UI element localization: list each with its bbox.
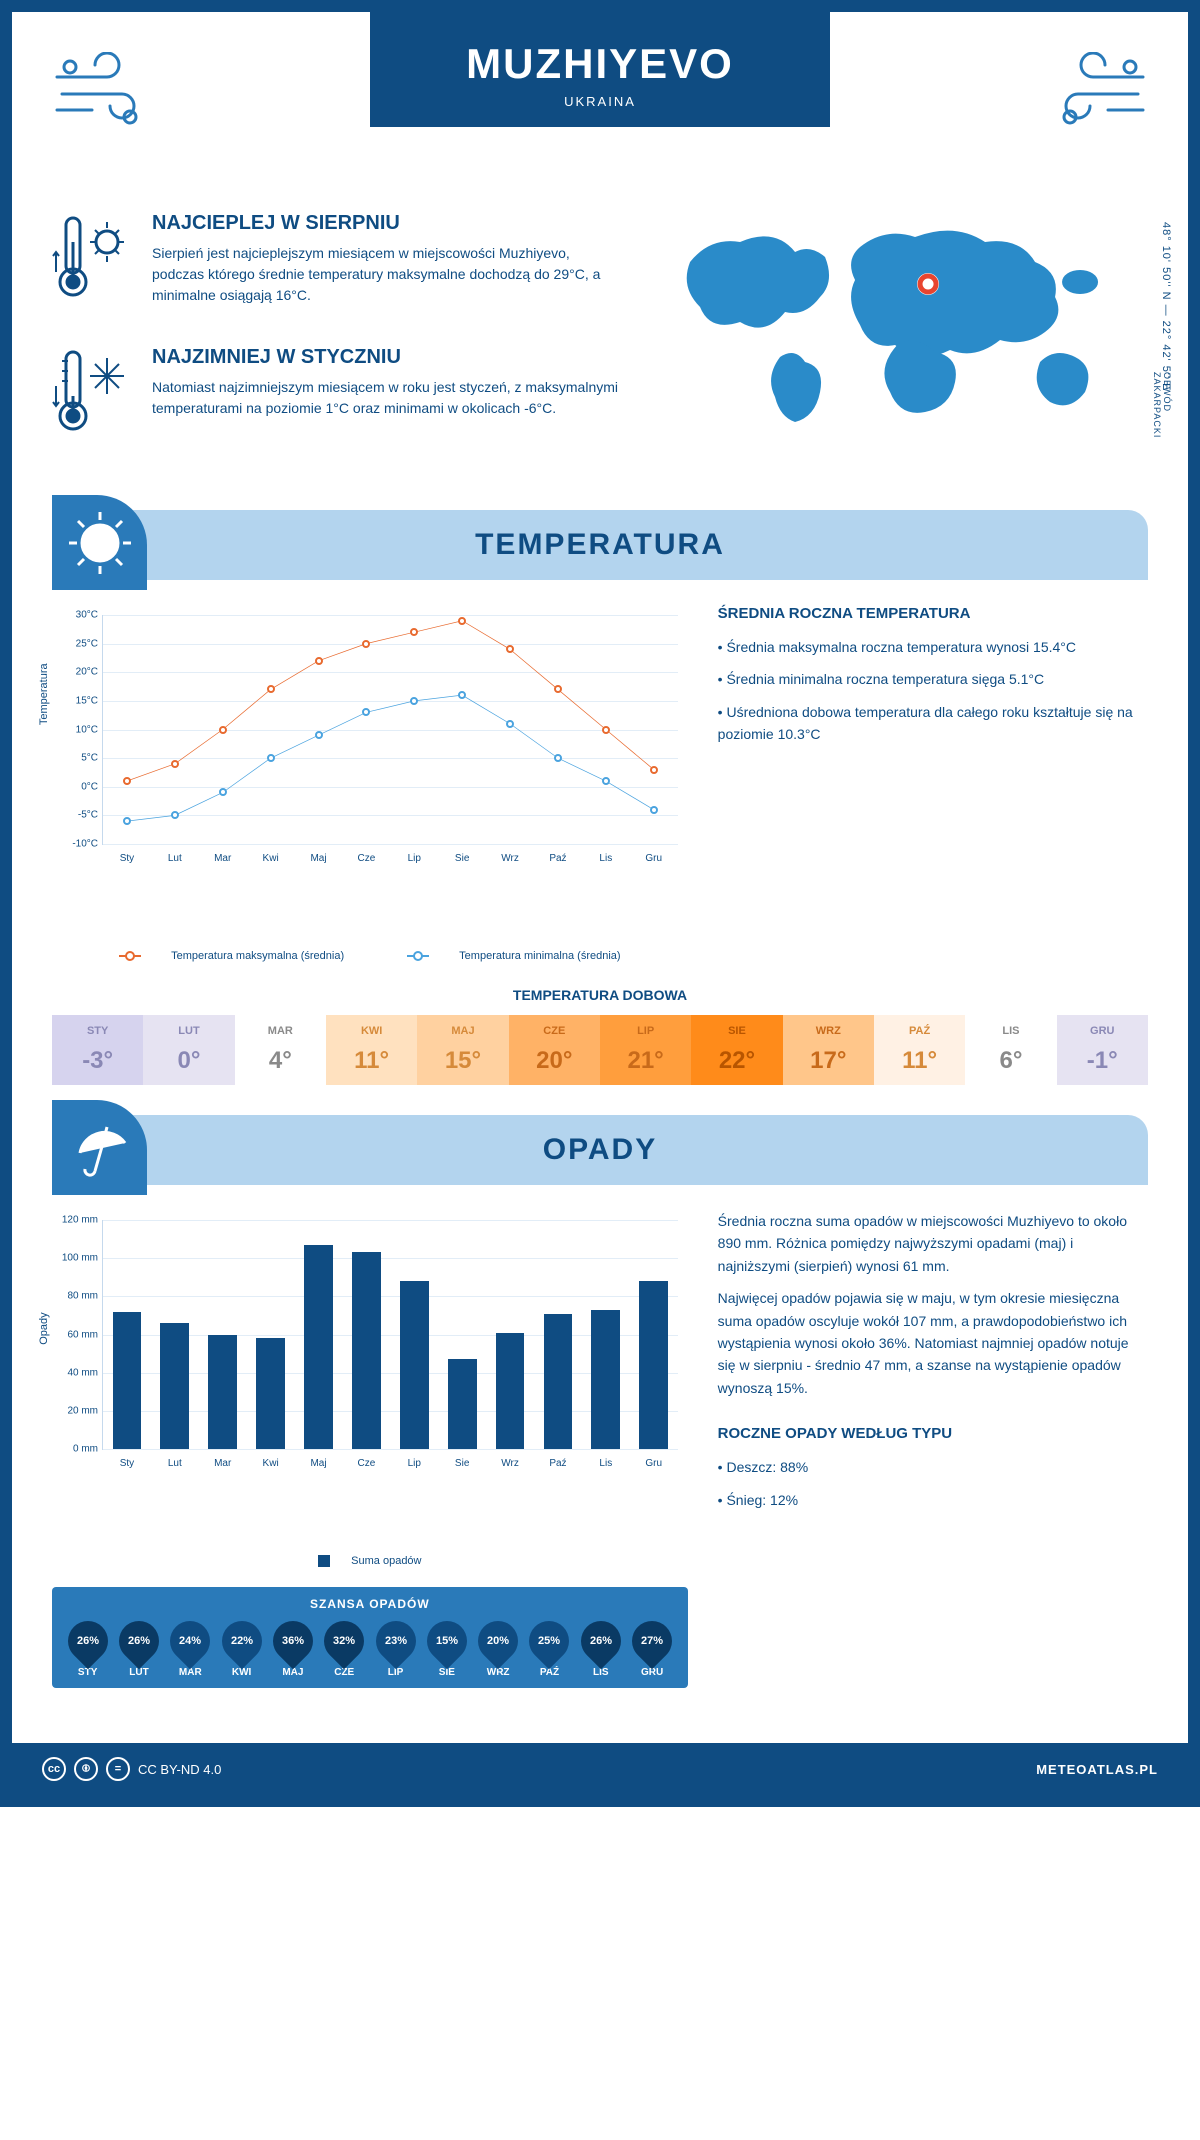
precip-yaxis-label: Opady xyxy=(38,1312,50,1344)
wind-icon xyxy=(1053,52,1148,146)
footer-brand: METEOATLAS.PL xyxy=(1036,1762,1158,1777)
precipitation-section-title: OPADY xyxy=(52,1133,1148,1167)
temp-summary-bullet: • Średnia minimalna roczna temperatura s… xyxy=(718,668,1148,690)
world-map-box: 48° 10' 50'' N — 22° 42' 5'' E OBWÓD ZAK… xyxy=(652,212,1148,480)
coldest-title: NAJZIMNIEJ W STYCZNIU xyxy=(152,346,622,369)
precip-bar xyxy=(352,1252,381,1449)
temperature-summary: ŚREDNIA ROCZNA TEMPERATURA • Średnia mak… xyxy=(718,605,1148,962)
temp-chart-legend: Temperatura maksymalna (średnia) Tempera… xyxy=(52,950,688,962)
precip-bar xyxy=(208,1335,237,1450)
temperature-line-chart: Temperatura -10°C-5°C0°C5°C10°C15°C20°C2… xyxy=(52,605,688,895)
precip-summary-paragraph: Średnia roczna suma opadów w miejscowośc… xyxy=(718,1210,1148,1277)
daily-temp-cell: GRU-1° xyxy=(1057,1015,1148,1085)
daily-temp-cell: LUT0° xyxy=(143,1015,234,1085)
precip-chance-box: SZANSA OPADÓW 26%STY26%LUT24%MAR22%KWI36… xyxy=(52,1587,688,1688)
precip-chance-cell: 24%MAR xyxy=(165,1621,216,1678)
thermometer-hot-icon xyxy=(52,212,132,316)
wind-icon xyxy=(52,52,147,146)
temp-summary-title: ŚREDNIA ROCZNA TEMPERATURA xyxy=(718,605,1148,622)
precip-chance-cell: 25%PAŹ xyxy=(524,1621,575,1678)
precip-chart-legend: Suma opadów xyxy=(52,1555,688,1567)
hottest-month-block: NAJCIEPLEJ W SIERPNIU Sierpień jest najc… xyxy=(52,212,622,316)
precip-bar xyxy=(496,1333,525,1449)
hottest-title: NAJCIEPLEJ W SIERPNIU xyxy=(152,212,622,235)
precip-chance-cell: 32%CZE xyxy=(319,1621,370,1678)
temp-summary-bullet: • Uśredniona dobowa temperatura dla całe… xyxy=(718,701,1148,746)
title-banner: MUZHIYEVO UKRAINA xyxy=(370,12,830,127)
coldest-month-block: NAJZIMNIEJ W STYCZNIU Natomiast najzimni… xyxy=(52,346,622,450)
precip-bar xyxy=(304,1245,333,1449)
header: MUZHIYEVO UKRAINA xyxy=(52,42,1148,192)
precip-chance-cell: 23%LIP xyxy=(370,1621,421,1678)
precipitation-section-banner: OPADY xyxy=(52,1115,1148,1185)
thermometer-cold-icon xyxy=(52,346,132,450)
temp-summary-bullet: • Średnia maksymalna roczna temperatura … xyxy=(718,636,1148,658)
precip-chance-cell: 26%STY xyxy=(62,1621,113,1678)
precipitation-summary: Średnia roczna suma opadów w miejscowośc… xyxy=(718,1210,1148,1688)
precip-chance-cell: 27%GRU xyxy=(626,1621,677,1678)
legend-max-label: Temperatura maksymalna (średnia) xyxy=(171,950,344,962)
temp-yaxis-label: Temperatura xyxy=(38,663,50,725)
daily-temp-cell: KWI11° xyxy=(326,1015,417,1085)
region-text: OBWÓD ZAKARPACKI xyxy=(1152,372,1172,480)
daily-temp-cell: WRZ17° xyxy=(783,1015,874,1085)
daily-temp-cell: PAŹ11° xyxy=(874,1015,965,1085)
precip-bar xyxy=(639,1281,668,1449)
precip-bar xyxy=(544,1314,573,1449)
hottest-text: Sierpień jest najcieplejszym miesiącem w… xyxy=(152,243,622,306)
coordinates-text: 48° 10' 50'' N — 22° 42' 5'' E xyxy=(1160,222,1172,391)
cc-nd-icon: = xyxy=(106,1757,130,1781)
daily-temp-cell: MAJ15° xyxy=(417,1015,508,1085)
legend-min-label: Temperatura minimalna (średnia) xyxy=(459,950,620,962)
precip-bar xyxy=(591,1310,620,1449)
daily-temp-cell: SIE22° xyxy=(691,1015,782,1085)
daily-temp-table: STY-3°LUT0°MAR4°KWI11°MAJ15°CZE20°LIP21°… xyxy=(52,1015,1148,1085)
country-subtitle: UKRAINA xyxy=(450,94,750,109)
cc-by-icon: 🅯 xyxy=(74,1757,98,1781)
license-text: CC BY-ND 4.0 xyxy=(138,1762,221,1777)
precip-chance-cell: 22%KWI xyxy=(216,1621,267,1678)
daily-temp-cell: CZE20° xyxy=(509,1015,600,1085)
temperature-section-title: TEMPERATURA xyxy=(52,528,1148,562)
precip-type-bullet: • Śnieg: 12% xyxy=(718,1489,1148,1511)
cc-icon: cc xyxy=(42,1757,66,1781)
daily-temp-cell: LIS6° xyxy=(965,1015,1056,1085)
precip-chance-cell: 26%LUT xyxy=(113,1621,164,1678)
precip-bar xyxy=(448,1359,477,1449)
precip-chance-cell: 26%LIS xyxy=(575,1621,626,1678)
precip-bar xyxy=(113,1312,142,1449)
sun-icon xyxy=(52,495,147,590)
precip-bar xyxy=(400,1281,429,1449)
precip-summary-paragraph: Najwięcej opadów pojawia się w maju, w t… xyxy=(718,1287,1148,1399)
world-map-icon xyxy=(652,212,1148,442)
precip-bar xyxy=(160,1323,189,1449)
precip-type-title: ROCZNE OPADY WEDŁUG TYPU xyxy=(718,1425,1148,1442)
daily-temp-cell: MAR4° xyxy=(235,1015,326,1085)
precipitation-bar-chart: Opady 0 mm20 mm40 mm60 mm80 mm100 mm120 … xyxy=(52,1210,688,1500)
footer: cc 🅯 = CC BY-ND 4.0 METEOATLAS.PL xyxy=(12,1743,1188,1795)
precip-chance-title: SZANSA OPADÓW xyxy=(62,1597,678,1611)
temperature-section-banner: TEMPERATURA xyxy=(52,510,1148,580)
daily-temp-title: TEMPERATURA DOBOWA xyxy=(52,987,1148,1003)
precip-chance-cell: 15%SIE xyxy=(421,1621,472,1678)
precip-chance-cell: 36%MAJ xyxy=(267,1621,318,1678)
precip-legend-label: Suma opadów xyxy=(351,1555,421,1567)
umbrella-icon xyxy=(52,1100,147,1195)
daily-temp-cell: STY-3° xyxy=(52,1015,143,1085)
city-title: MUZHIYEVO xyxy=(450,40,750,88)
precip-bar xyxy=(256,1338,285,1449)
precip-type-bullet: • Deszcz: 88% xyxy=(718,1456,1148,1478)
daily-temp-cell: LIP21° xyxy=(600,1015,691,1085)
coldest-text: Natomiast najzimniejszym miesiącem w rok… xyxy=(152,377,622,419)
precip-chance-cell: 20%WRZ xyxy=(473,1621,524,1678)
